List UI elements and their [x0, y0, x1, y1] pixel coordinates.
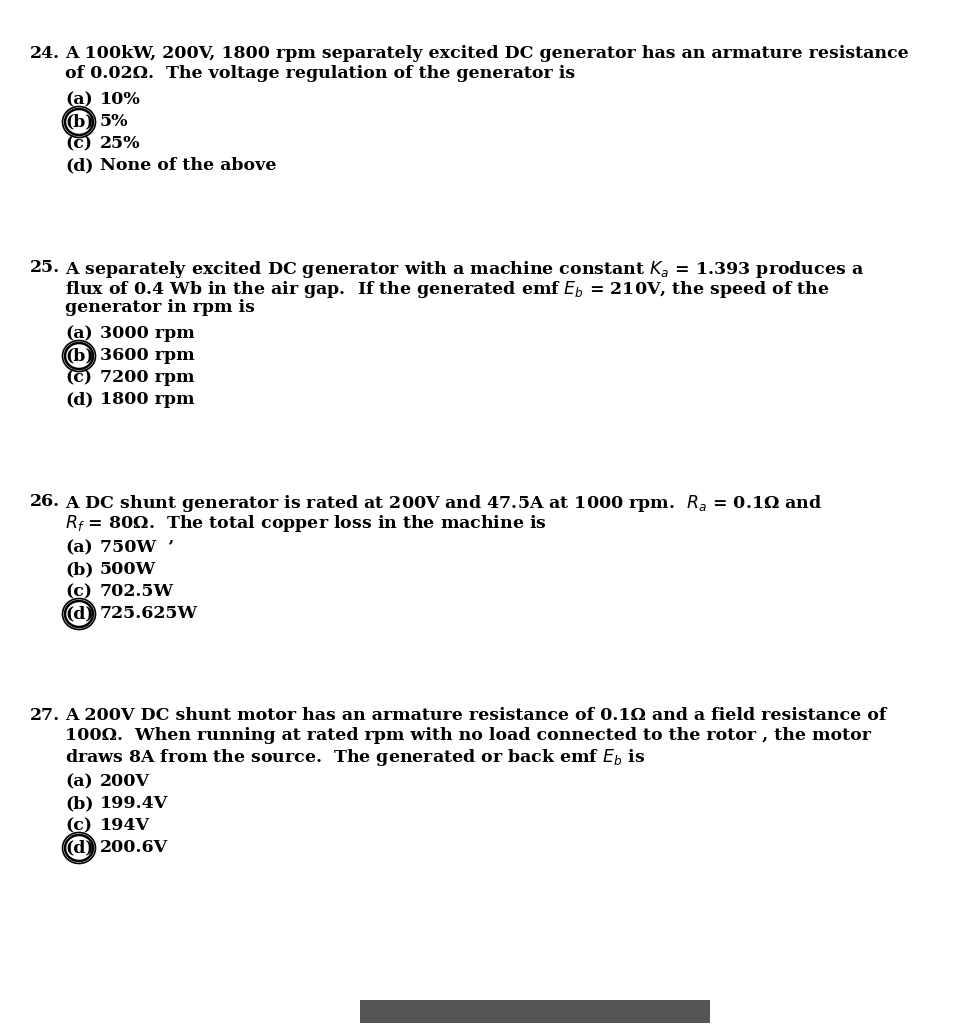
- Text: (c): (c): [65, 583, 92, 600]
- Text: 750W  ’: 750W ’: [100, 539, 174, 556]
- Text: $R_f$ = 80Ω.  The total copper loss in the machine is: $R_f$ = 80Ω. The total copper loss in th…: [65, 513, 547, 534]
- Text: generator in rpm is: generator in rpm is: [65, 299, 255, 316]
- Text: (b): (b): [65, 113, 93, 130]
- Text: A 100kW, 200V, 1800 rpm separately excited DC generator has an armature resistan: A 100kW, 200V, 1800 rpm separately excit…: [65, 45, 909, 62]
- Text: 725.625W: 725.625W: [100, 605, 198, 622]
- Text: 25%: 25%: [100, 135, 141, 152]
- Text: (d): (d): [65, 157, 93, 174]
- Text: A DC shunt generator is rated at 200V and 47.5A at 1000 rpm.  $R_a$ = 0.1Ω and: A DC shunt generator is rated at 200V an…: [65, 493, 822, 514]
- Text: (d): (d): [65, 391, 93, 408]
- Text: draws 8A from the source.  The generated or back emf $E_b$ is: draws 8A from the source. The generated …: [65, 746, 645, 768]
- Text: 27.: 27.: [30, 707, 60, 724]
- Text: 702.5W: 702.5W: [100, 583, 174, 600]
- Bar: [360, 1000, 710, 1023]
- Text: 199.4V: 199.4V: [100, 795, 168, 812]
- Text: 25.: 25.: [30, 259, 60, 276]
- Text: 200.6V: 200.6V: [100, 839, 168, 856]
- Text: (c): (c): [65, 369, 92, 386]
- Text: 7200 rpm: 7200 rpm: [100, 369, 194, 386]
- Text: 1800 rpm: 1800 rpm: [100, 391, 194, 408]
- Text: None of the above: None of the above: [100, 157, 276, 174]
- Text: (c): (c): [65, 817, 92, 834]
- Text: 200V: 200V: [100, 773, 150, 790]
- Text: 24.: 24.: [30, 45, 60, 62]
- Text: 10%: 10%: [100, 91, 141, 108]
- Text: 3600 rpm: 3600 rpm: [100, 347, 194, 364]
- Text: flux of 0.4 Wb in the air gap.  If the generated emf $E_b$ = 210V, the speed of : flux of 0.4 Wb in the air gap. If the ge…: [65, 279, 830, 300]
- Text: (a): (a): [65, 91, 92, 108]
- Text: 194V: 194V: [100, 817, 150, 834]
- Text: (a): (a): [65, 539, 92, 556]
- Text: A separately excited DC generator with a machine constant $K_a$ = 1.393 produces: A separately excited DC generator with a…: [65, 259, 864, 280]
- Text: (d): (d): [65, 839, 93, 856]
- Text: (d): (d): [65, 605, 93, 622]
- Text: 3000 rpm: 3000 rpm: [100, 325, 194, 342]
- Text: (b): (b): [65, 347, 93, 364]
- Text: 26.: 26.: [30, 493, 60, 510]
- Text: (b): (b): [65, 795, 93, 812]
- Text: (c): (c): [65, 135, 92, 152]
- Text: (a): (a): [65, 325, 92, 342]
- Text: 100Ω.  When running at rated rpm with no load connected to the rotor , the motor: 100Ω. When running at rated rpm with no …: [65, 727, 871, 744]
- Text: 5%: 5%: [100, 113, 128, 130]
- Text: of 0.02Ω.  The voltage regulation of the generator is: of 0.02Ω. The voltage regulation of the …: [65, 65, 575, 82]
- Text: (a): (a): [65, 773, 92, 790]
- Text: (b): (b): [65, 561, 93, 578]
- Text: 500W: 500W: [100, 561, 156, 578]
- Text: A 200V DC shunt motor has an armature resistance of 0.1Ω and a field resistance : A 200V DC shunt motor has an armature re…: [65, 707, 886, 724]
